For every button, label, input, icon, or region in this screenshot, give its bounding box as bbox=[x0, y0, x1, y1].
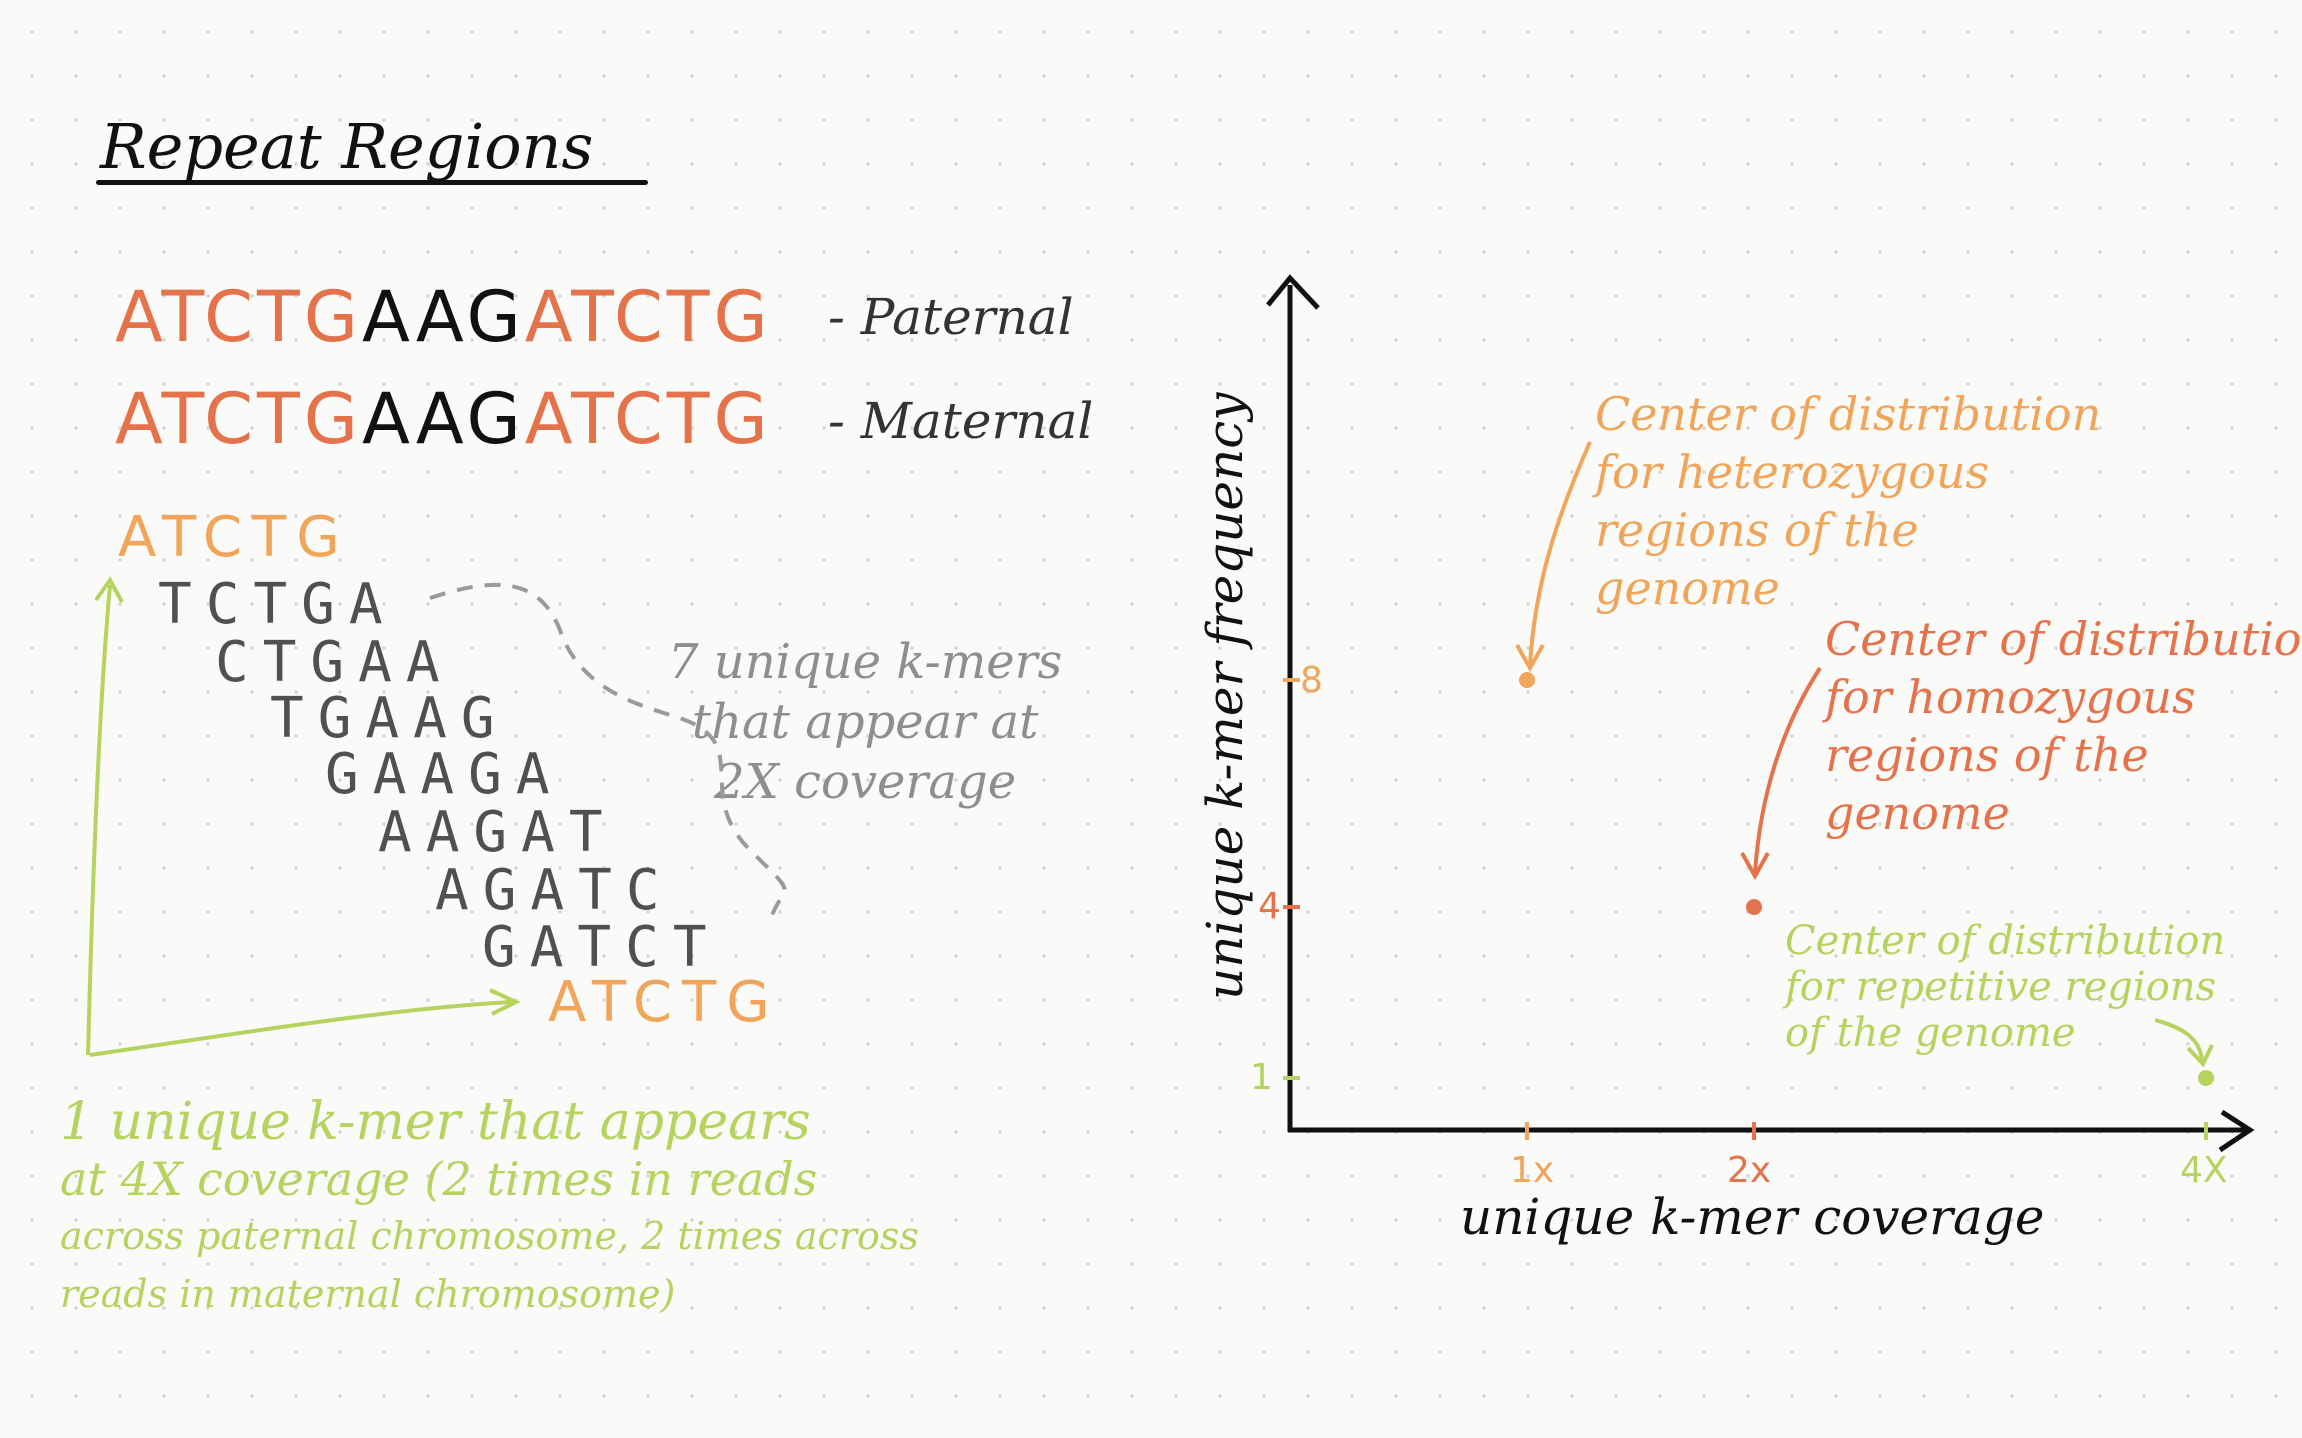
maternal-sequence: ATCTGAAGATCTG bbox=[115, 378, 772, 460]
x-tick-label: 1x bbox=[1510, 1150, 1555, 1191]
heterozygous-arrow bbox=[1528, 441, 1592, 666]
y-tick-label: 1 bbox=[1250, 1057, 1273, 1098]
sequence-repeat-right: ATCTG bbox=[524, 378, 772, 460]
kmer-item: GAAGA bbox=[325, 742, 564, 807]
heterozygous-annotation: Center of distribution for heterozygous … bbox=[1595, 387, 2102, 615]
green-arrow-right-head bbox=[489, 988, 521, 1016]
data-point bbox=[1519, 672, 1535, 688]
sequence-repeat-left: ATCTG bbox=[115, 378, 362, 460]
repetitive-arrow bbox=[2154, 1018, 2204, 1061]
y-axis-arrowhead bbox=[1266, 274, 1320, 310]
x-tick-label: 2x bbox=[1727, 1150, 1772, 1191]
y-tick-label: 4 bbox=[1258, 886, 1281, 927]
sequence-middle: AAG bbox=[362, 378, 525, 460]
kmer-item: AGATC bbox=[435, 858, 674, 923]
kmer-item: TCTGA bbox=[158, 572, 397, 637]
homozygous-annotation: Center of distribution for homozygous re… bbox=[1825, 612, 2302, 840]
y-tick-label: 8 bbox=[1300, 660, 1323, 701]
green-arrow-right bbox=[89, 1000, 513, 1057]
data-points bbox=[1519, 672, 2214, 1086]
paternal-label: - Paternal bbox=[828, 288, 1074, 346]
page-title: Repeat Regions bbox=[100, 110, 594, 183]
x-axis-label: unique k-mer coverage bbox=[1460, 1188, 2045, 1246]
x-axis-arrowhead bbox=[2218, 1109, 2255, 1153]
four-x-note-line4: reads in maternal chromosome) bbox=[60, 1272, 676, 1316]
homozygous-arrow bbox=[1753, 666, 1822, 874]
x-tick-label: 4X bbox=[2180, 1150, 2228, 1191]
sequence-repeat-left: ATCTG bbox=[115, 276, 362, 358]
two-x-coverage-note: 7 unique k-mers that appear at 2X covera… bbox=[668, 634, 1063, 810]
sequence-middle: AAG bbox=[362, 276, 525, 358]
four-x-note-line2: at 4X coverage (2 times in reads bbox=[60, 1152, 818, 1206]
data-point bbox=[2198, 1070, 2214, 1086]
repetitive-arrowhead bbox=[2186, 1044, 2214, 1068]
kmer-last: ATCTG bbox=[548, 970, 780, 1035]
kmer-item: TGAAG bbox=[270, 686, 509, 751]
heterozygous-arrowhead bbox=[1515, 644, 1545, 673]
maternal-label: - Maternal bbox=[828, 392, 1094, 450]
kmer-first: ATCTG bbox=[118, 505, 350, 570]
title-underline bbox=[96, 180, 648, 185]
green-arrow-up-head bbox=[94, 576, 124, 603]
four-x-note-line3: across paternal chromosome, 2 times acro… bbox=[60, 1214, 919, 1258]
data-point bbox=[1746, 899, 1762, 915]
kmer-item: AAGAT bbox=[378, 800, 617, 865]
kmer-item: GATCT bbox=[482, 915, 721, 980]
homozygous-arrowhead bbox=[1740, 852, 1770, 881]
dashed-bracket bbox=[429, 582, 787, 921]
four-x-note-line1: 1 unique k-mer that appears bbox=[60, 1092, 811, 1152]
sequence-repeat-right: ATCTG bbox=[524, 276, 772, 358]
repetitive-annotation: Center of distribution for repetitive re… bbox=[1785, 918, 2226, 1056]
y-axis-label: unique k-mer frequency bbox=[1196, 392, 1254, 1000]
green-arrow-up bbox=[86, 584, 112, 1056]
kmer-item: CTGAA bbox=[215, 630, 454, 695]
paternal-sequence: ATCTGAAGATCTG bbox=[115, 276, 772, 358]
